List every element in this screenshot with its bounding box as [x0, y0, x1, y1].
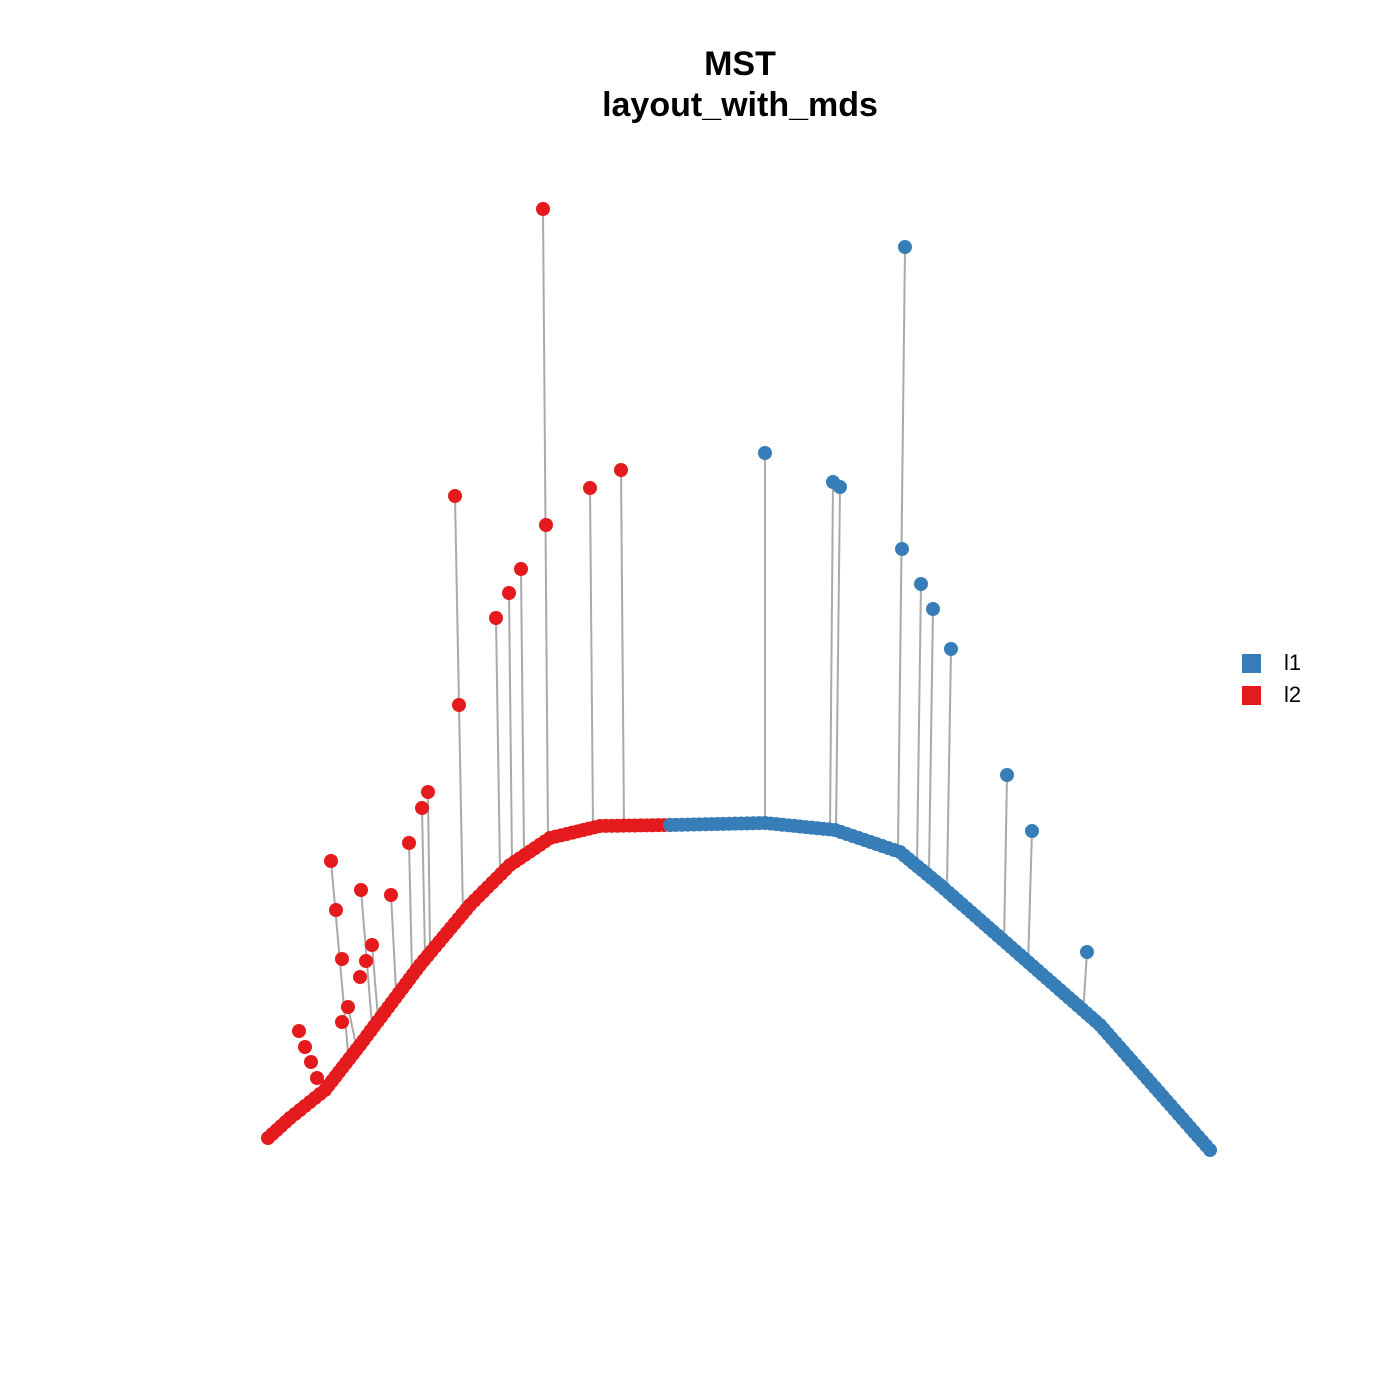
node [452, 698, 466, 712]
node [489, 611, 503, 625]
node [292, 1024, 306, 1038]
node [354, 883, 368, 897]
edge [835, 486, 841, 831]
node [1025, 824, 1039, 838]
node [384, 888, 398, 902]
node [353, 970, 367, 984]
edge [508, 592, 513, 863]
node [329, 903, 343, 917]
edge [495, 617, 501, 871]
edge [371, 944, 379, 1019]
legend-label: l1 [1284, 650, 1301, 675]
edge [390, 894, 397, 991]
edge [1027, 830, 1033, 966]
node [898, 240, 912, 254]
node [1203, 1143, 1217, 1157]
node [614, 463, 628, 477]
node [310, 1071, 324, 1085]
edge [829, 481, 834, 829]
node [502, 586, 516, 600]
edge [427, 791, 431, 951]
node [536, 202, 550, 216]
edge [520, 568, 525, 853]
legend-swatch [1242, 686, 1261, 705]
subtitle-line: layout_with_mds [602, 86, 878, 124]
nodes [261, 202, 1217, 1157]
node [758, 446, 772, 460]
node [448, 489, 462, 503]
edge [916, 583, 922, 866]
node [833, 480, 847, 494]
node [341, 1000, 355, 1014]
title-line: MST [704, 45, 776, 83]
node [402, 836, 416, 850]
edge [620, 469, 625, 826]
node [895, 542, 909, 556]
node [359, 954, 373, 968]
node [514, 562, 528, 576]
node [926, 602, 940, 616]
node [365, 938, 379, 952]
edge [1003, 774, 1008, 946]
edge [946, 648, 952, 886]
node [914, 577, 928, 591]
edge [589, 487, 594, 827]
node [304, 1055, 318, 1069]
legend-label: l2 [1284, 682, 1301, 707]
edge [421, 807, 426, 956]
node [335, 952, 349, 966]
node [583, 481, 597, 495]
node [335, 1015, 349, 1029]
node [421, 785, 435, 799]
edge [408, 842, 413, 973]
node [1080, 945, 1094, 959]
node [944, 642, 958, 656]
node [1000, 768, 1014, 782]
legend-swatch [1242, 654, 1261, 673]
node [415, 801, 429, 815]
node [298, 1040, 312, 1054]
node [539, 518, 553, 532]
edge [928, 608, 934, 873]
node [324, 854, 338, 868]
